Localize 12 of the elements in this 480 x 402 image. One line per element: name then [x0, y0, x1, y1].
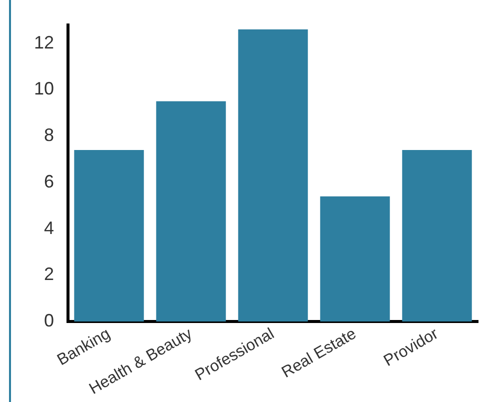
y-tick-label: 0	[44, 310, 54, 331]
y-tick-label: 4	[44, 218, 54, 238]
bar	[238, 29, 308, 322]
y-tick-label: 10	[34, 78, 54, 99]
y-tick-label: 2	[44, 264, 54, 284]
y-tick-label: 12	[34, 32, 54, 52]
bar	[74, 150, 144, 322]
y-tick-label: 8	[44, 125, 54, 146]
bar	[320, 196, 390, 322]
bar	[402, 150, 472, 322]
bar	[156, 101, 226, 322]
y-tick-label: 6	[44, 171, 54, 192]
